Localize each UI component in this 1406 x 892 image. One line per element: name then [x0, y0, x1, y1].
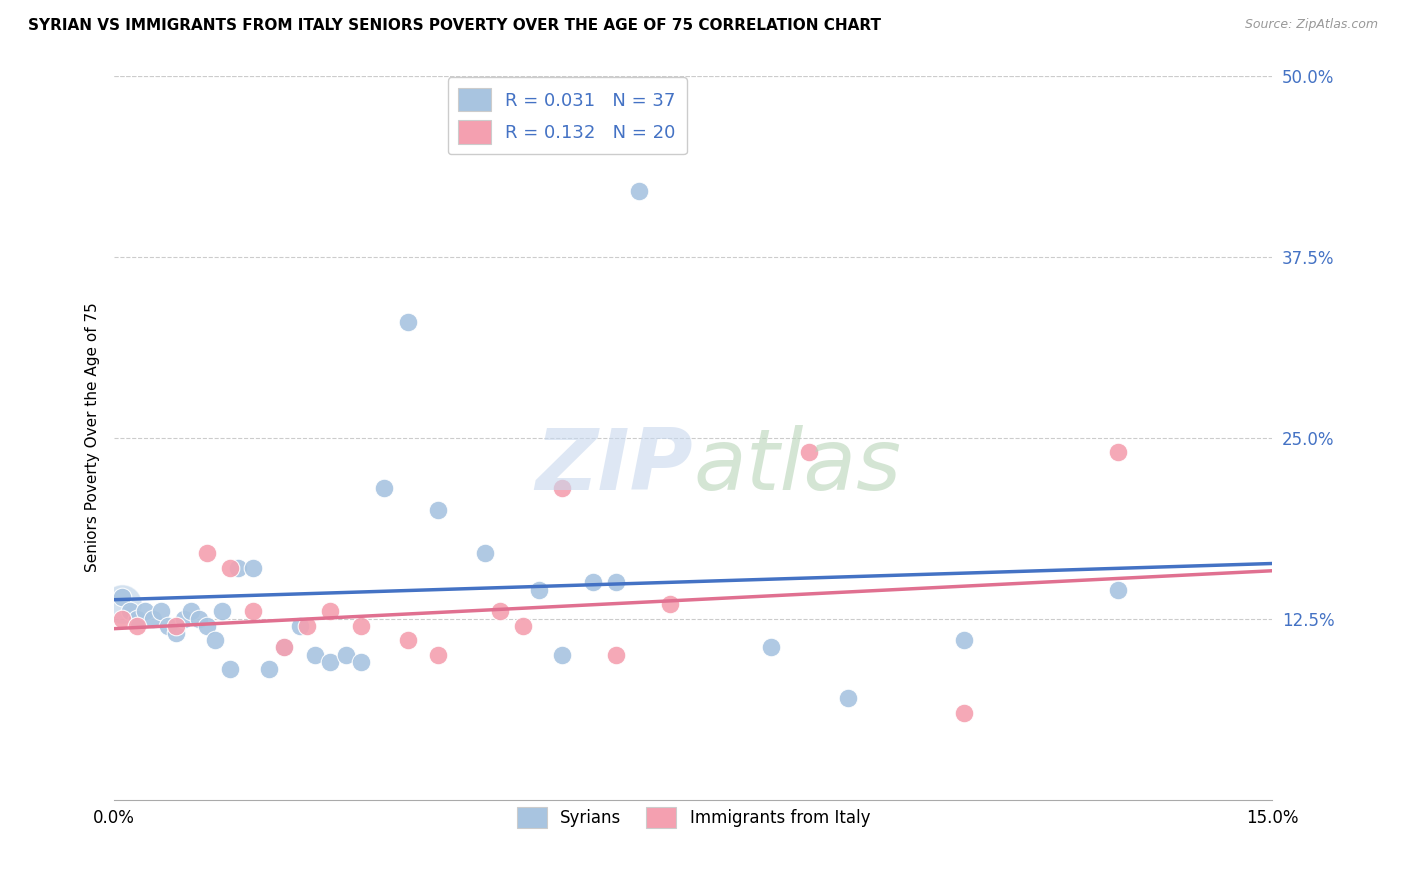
Point — [257, 662, 280, 676]
Point — [319, 655, 342, 669]
Point — [350, 619, 373, 633]
Point — [157, 619, 180, 633]
Point — [211, 604, 233, 618]
Point — [149, 604, 172, 618]
Point — [142, 611, 165, 625]
Point — [165, 619, 187, 633]
Point — [952, 633, 974, 648]
Point — [396, 315, 419, 329]
Point — [551, 648, 574, 662]
Point — [427, 648, 450, 662]
Point — [396, 633, 419, 648]
Point — [527, 582, 550, 597]
Point — [195, 619, 218, 633]
Point — [605, 648, 627, 662]
Point — [195, 546, 218, 560]
Point — [165, 626, 187, 640]
Point — [551, 481, 574, 495]
Point — [350, 655, 373, 669]
Point — [605, 575, 627, 590]
Point — [797, 445, 820, 459]
Point — [127, 611, 149, 625]
Point — [204, 633, 226, 648]
Point — [180, 604, 202, 618]
Point — [188, 611, 211, 625]
Point — [173, 611, 195, 625]
Point — [219, 662, 242, 676]
Text: ZIP: ZIP — [536, 425, 693, 508]
Point — [242, 561, 264, 575]
Point — [759, 640, 782, 655]
Point — [489, 604, 512, 618]
Point — [127, 619, 149, 633]
Text: Source: ZipAtlas.com: Source: ZipAtlas.com — [1244, 18, 1378, 31]
Point — [952, 706, 974, 720]
Point — [273, 640, 295, 655]
Point — [297, 619, 319, 633]
Text: SYRIAN VS IMMIGRANTS FROM ITALY SENIORS POVERTY OVER THE AGE OF 75 CORRELATION C: SYRIAN VS IMMIGRANTS FROM ITALY SENIORS … — [28, 18, 882, 33]
Point — [427, 503, 450, 517]
Point — [474, 546, 496, 560]
Point — [319, 604, 342, 618]
Point — [111, 611, 134, 625]
Point — [118, 604, 141, 618]
Point — [1107, 582, 1129, 597]
Point — [837, 691, 859, 706]
Text: atlas: atlas — [693, 425, 901, 508]
Point — [335, 648, 357, 662]
Point — [111, 597, 134, 611]
Point — [628, 185, 651, 199]
Point — [373, 481, 395, 495]
Point — [1107, 445, 1129, 459]
Point — [226, 561, 249, 575]
Point — [273, 640, 295, 655]
Point — [512, 619, 534, 633]
Y-axis label: Seniors Poverty Over the Age of 75: Seniors Poverty Over the Age of 75 — [86, 302, 100, 573]
Point — [288, 619, 311, 633]
Legend: Syrians, Immigrants from Italy: Syrians, Immigrants from Italy — [510, 800, 877, 835]
Point — [111, 590, 134, 604]
Point — [304, 648, 326, 662]
Point — [219, 561, 242, 575]
Point — [242, 604, 264, 618]
Point — [659, 597, 682, 611]
Point — [582, 575, 605, 590]
Point — [134, 604, 156, 618]
